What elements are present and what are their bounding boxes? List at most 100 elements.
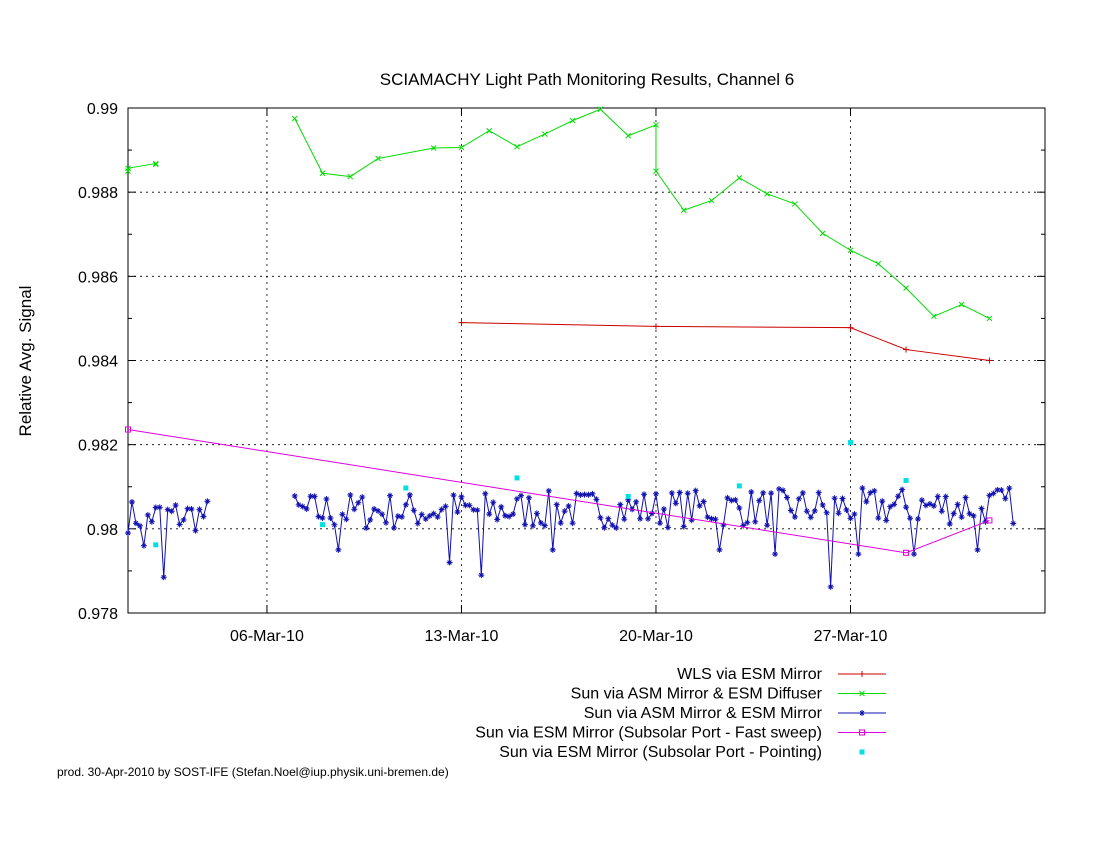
data-point bbox=[946, 521, 953, 528]
axes: 0.978 0.98 0.982 0.984 0.986 0.988 0.99 06-Mar-… bbox=[78, 101, 1046, 645]
data-point bbox=[486, 511, 493, 518]
data-point bbox=[160, 574, 167, 581]
legend-label: Sun via ESM Mirror (Subsolar Port - Fast… bbox=[475, 725, 822, 742]
data-point bbox=[597, 106, 604, 113]
data-point bbox=[875, 260, 882, 267]
data-point bbox=[156, 504, 163, 511]
data-point bbox=[768, 490, 775, 497]
data-point bbox=[613, 524, 620, 531]
data-point bbox=[438, 506, 445, 513]
data-point bbox=[132, 520, 139, 527]
data-point bbox=[514, 475, 520, 481]
data-point bbox=[478, 572, 485, 579]
data-point bbox=[557, 520, 564, 527]
data-point bbox=[760, 489, 767, 496]
data-point bbox=[569, 520, 576, 527]
data-point bbox=[795, 495, 802, 502]
series-line bbox=[461, 322, 990, 361]
data-point bbox=[720, 522, 727, 529]
data-point bbox=[652, 490, 659, 497]
data-point bbox=[458, 493, 465, 500]
data-point bbox=[311, 493, 318, 500]
series-line bbox=[294, 108, 990, 319]
data-point bbox=[319, 514, 326, 521]
footer-credit: prod. 30-Apr-2010 by SOST-IFE (Stefan.No… bbox=[57, 765, 449, 779]
series-0 bbox=[458, 319, 993, 364]
data-point bbox=[593, 496, 600, 503]
data-point bbox=[680, 207, 687, 214]
data-point bbox=[434, 514, 441, 521]
data-point bbox=[974, 546, 981, 553]
y-tick-label: 0.982 bbox=[78, 438, 118, 455]
data-point bbox=[752, 518, 759, 525]
data-point bbox=[291, 115, 298, 122]
data-point bbox=[891, 501, 898, 508]
data-point bbox=[383, 519, 390, 526]
data-point bbox=[605, 515, 612, 522]
data-point bbox=[704, 514, 711, 521]
data-point bbox=[637, 515, 644, 522]
data-point bbox=[387, 492, 393, 499]
data-point bbox=[426, 512, 433, 519]
data-point bbox=[732, 496, 739, 503]
data-point bbox=[815, 489, 822, 496]
series-1 bbox=[125, 106, 993, 322]
data-point bbox=[152, 161, 159, 168]
data-point bbox=[335, 546, 342, 553]
data-point bbox=[525, 494, 532, 501]
data-point bbox=[617, 501, 624, 508]
data-point bbox=[390, 524, 397, 531]
data-point bbox=[291, 492, 298, 499]
data-point bbox=[200, 513, 207, 520]
data-point bbox=[510, 511, 517, 518]
data-point bbox=[1006, 485, 1013, 492]
data-point bbox=[339, 511, 346, 518]
data-point bbox=[950, 510, 957, 517]
data-point bbox=[494, 516, 501, 523]
series-2 bbox=[125, 485, 1017, 590]
data-point bbox=[819, 230, 826, 237]
legend-marker bbox=[859, 710, 865, 716]
data-point bbox=[597, 514, 604, 521]
data-point bbox=[764, 190, 770, 197]
data-point bbox=[410, 507, 417, 514]
data-point bbox=[375, 155, 381, 162]
data-point bbox=[450, 492, 457, 499]
data-point bbox=[930, 313, 937, 320]
data-point bbox=[565, 502, 572, 509]
data-point bbox=[355, 499, 362, 506]
data-point bbox=[645, 515, 652, 522]
data-point bbox=[978, 505, 985, 512]
data-point bbox=[883, 517, 890, 524]
data-point bbox=[486, 127, 493, 134]
data-point bbox=[684, 490, 691, 497]
chart-title: SCIAMACHY Light Path Monitoring Results,… bbox=[380, 70, 795, 89]
data-point bbox=[696, 502, 703, 509]
data-point bbox=[498, 503, 505, 510]
data-point bbox=[153, 542, 159, 548]
data-point bbox=[406, 491, 413, 498]
data-point bbox=[926, 500, 933, 507]
data-point bbox=[827, 583, 834, 590]
data-point bbox=[506, 513, 513, 520]
data-point bbox=[839, 495, 846, 502]
data-point bbox=[394, 513, 401, 520]
data-point bbox=[533, 510, 540, 517]
data-point bbox=[320, 522, 326, 528]
data-point bbox=[359, 494, 366, 501]
data-point bbox=[482, 490, 489, 497]
data-point bbox=[144, 511, 151, 518]
data-point bbox=[803, 508, 810, 515]
data-point bbox=[303, 505, 310, 512]
data-point bbox=[903, 285, 909, 291]
data-point bbox=[799, 489, 806, 496]
data-point bbox=[633, 498, 640, 505]
series-3 bbox=[125, 426, 993, 556]
data-point bbox=[660, 506, 667, 513]
data-point bbox=[446, 559, 453, 566]
data-point bbox=[442, 503, 449, 510]
data-point bbox=[323, 495, 330, 502]
data-point bbox=[887, 503, 894, 510]
data-point bbox=[125, 426, 131, 433]
